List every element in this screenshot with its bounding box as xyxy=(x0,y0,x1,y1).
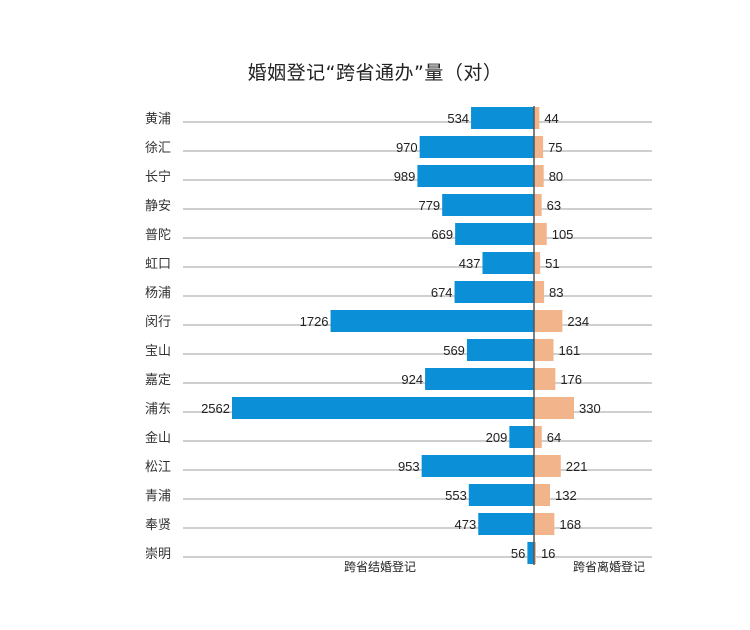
data-label-divorce: 44 xyxy=(544,111,558,126)
data-label-marriage: 473 xyxy=(455,517,477,532)
bar-divorce xyxy=(534,281,545,303)
data-label-marriage: 56 xyxy=(511,546,525,561)
bar-marriage xyxy=(425,368,534,390)
data-label-divorce: 64 xyxy=(547,430,561,445)
data-label-marriage: 1726 xyxy=(300,314,329,329)
bar-marriage xyxy=(471,107,534,129)
bar-divorce xyxy=(534,310,563,332)
bar-divorce xyxy=(534,252,541,274)
data-label-divorce: 330 xyxy=(579,401,601,416)
chart-title: 婚姻登记“跨省通办”量（对） xyxy=(247,62,503,84)
category-label: 徐汇 xyxy=(145,141,171,156)
category-label: 宝山 xyxy=(145,344,171,359)
category-label: 静安 xyxy=(145,199,171,214)
bar-marriage xyxy=(421,455,534,477)
bar-marriage xyxy=(455,223,534,245)
series-label-divorce: 跨省离婚登记 xyxy=(573,559,645,574)
bar-divorce xyxy=(534,426,542,448)
data-label-marriage: 674 xyxy=(431,285,453,300)
data-label-marriage: 569 xyxy=(443,343,465,358)
data-label-marriage: 437 xyxy=(459,256,481,271)
data-label-divorce: 176 xyxy=(560,372,582,387)
bar-marriage xyxy=(478,513,534,535)
data-label-marriage: 209 xyxy=(486,430,508,445)
bar-divorce xyxy=(534,136,544,158)
bar-marriage xyxy=(527,542,534,564)
bar-marriage xyxy=(466,339,534,361)
data-label-divorce: 63 xyxy=(547,198,561,213)
category-label: 嘉定 xyxy=(145,373,171,388)
data-label-divorce: 105 xyxy=(552,227,574,242)
bar-divorce xyxy=(534,165,544,187)
category-label: 崇明 xyxy=(145,547,171,562)
bar-marriage xyxy=(330,310,534,332)
category-label: 松江 xyxy=(145,460,171,475)
bar-divorce xyxy=(534,513,555,535)
category-label: 浦东 xyxy=(145,402,171,417)
data-label-marriage: 779 xyxy=(418,198,440,213)
bar-marriage xyxy=(417,165,534,187)
bar-divorce xyxy=(534,223,547,245)
data-label-marriage: 924 xyxy=(401,372,423,387)
data-label-marriage: 669 xyxy=(431,227,453,242)
category-label: 普陀 xyxy=(145,227,171,243)
bar-marriage xyxy=(442,194,534,216)
category-label: 黄浦 xyxy=(145,112,171,127)
bar-marriage xyxy=(232,397,534,419)
data-label-divorce: 221 xyxy=(566,459,588,474)
bar-divorce xyxy=(534,397,574,419)
bar-divorce xyxy=(534,542,536,564)
data-label-marriage: 989 xyxy=(394,169,416,184)
category-label: 长宁 xyxy=(145,169,171,185)
bar-divorce xyxy=(534,484,550,506)
data-label-divorce: 80 xyxy=(549,169,563,184)
bar-marriage xyxy=(482,252,534,274)
data-label-marriage: 534 xyxy=(447,111,469,126)
bar-marriage xyxy=(509,426,534,448)
category-label: 青浦 xyxy=(145,489,171,504)
data-label-marriage: 2562 xyxy=(201,401,230,416)
data-label-divorce: 16 xyxy=(541,546,555,561)
bar-marriage xyxy=(454,281,534,303)
bar-divorce xyxy=(534,339,554,361)
bar-divorce xyxy=(534,368,556,390)
bar-marriage xyxy=(468,484,534,506)
data-label-divorce: 161 xyxy=(559,343,581,358)
category-label: 金山 xyxy=(145,430,171,446)
category-label: 杨浦 xyxy=(145,286,171,301)
bar-divorce xyxy=(534,107,540,129)
data-label-divorce: 83 xyxy=(549,285,563,300)
category-label: 奉贤 xyxy=(145,518,171,533)
bar-divorce xyxy=(534,194,542,216)
data-label-divorce: 51 xyxy=(545,256,559,271)
bar-marriage xyxy=(419,136,534,158)
data-label-marriage: 953 xyxy=(398,459,420,474)
data-label-divorce: 168 xyxy=(559,517,581,532)
series-label-marriage: 跨省结婚登记 xyxy=(344,559,416,574)
category-label: 虹口 xyxy=(145,257,171,272)
category-label: 闵行 xyxy=(145,315,171,330)
data-label-divorce: 234 xyxy=(567,314,589,329)
data-label-divorce: 75 xyxy=(548,140,562,155)
data-label-divorce: 132 xyxy=(555,488,577,503)
data-label-marriage: 970 xyxy=(396,140,418,155)
data-label-marriage: 553 xyxy=(445,488,467,503)
bar-divorce xyxy=(534,455,561,477)
